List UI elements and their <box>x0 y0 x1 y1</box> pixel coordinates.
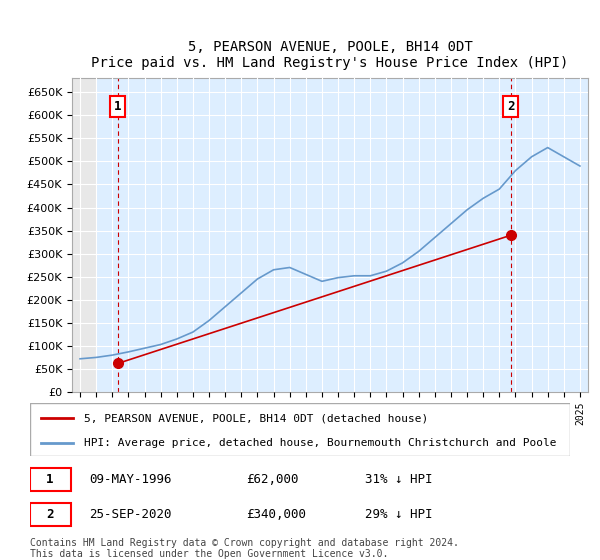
Text: 5, PEARSON AVENUE, POOLE, BH14 0DT (detached house): 5, PEARSON AVENUE, POOLE, BH14 0DT (deta… <box>84 413 428 423</box>
Text: 1: 1 <box>46 473 54 486</box>
Text: 31% ↓ HPI: 31% ↓ HPI <box>365 473 432 486</box>
Text: 29% ↓ HPI: 29% ↓ HPI <box>365 508 432 521</box>
Bar <box>72 78 96 392</box>
Text: £62,000: £62,000 <box>246 473 299 486</box>
FancyBboxPatch shape <box>30 503 71 526</box>
Text: Contains HM Land Registry data © Crown copyright and database right 2024.
This d: Contains HM Land Registry data © Crown c… <box>30 538 459 559</box>
Text: 1: 1 <box>114 100 122 113</box>
FancyBboxPatch shape <box>30 468 71 491</box>
Text: 25-SEP-2020: 25-SEP-2020 <box>89 508 172 521</box>
Text: HPI: Average price, detached house, Bournemouth Christchurch and Poole: HPI: Average price, detached house, Bour… <box>84 438 557 448</box>
Text: 09-MAY-1996: 09-MAY-1996 <box>89 473 172 486</box>
Text: £340,000: £340,000 <box>246 508 306 521</box>
FancyBboxPatch shape <box>30 403 570 456</box>
Text: 2: 2 <box>46 508 54 521</box>
Text: 2: 2 <box>507 100 515 113</box>
Title: 5, PEARSON AVENUE, POOLE, BH14 0DT
Price paid vs. HM Land Registry's House Price: 5, PEARSON AVENUE, POOLE, BH14 0DT Price… <box>91 40 569 71</box>
